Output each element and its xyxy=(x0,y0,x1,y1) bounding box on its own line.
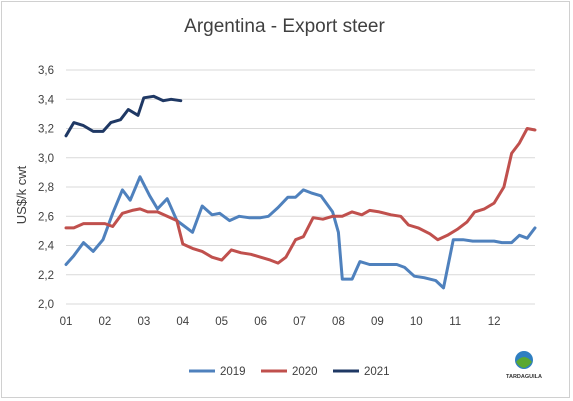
x-tick-label: 09 xyxy=(371,316,384,328)
y-axis-label: US$/k cwt xyxy=(14,165,29,224)
y-tick-label: 2,4 xyxy=(38,241,55,253)
x-tick-label: 04 xyxy=(176,316,189,328)
legend-item-2019: 2019 xyxy=(189,366,246,378)
x-tick-label: 05 xyxy=(215,316,228,328)
y-tick-label: 2,8 xyxy=(38,182,54,194)
series-line-2021 xyxy=(64,94,183,138)
x-tick-label: 11 xyxy=(449,316,461,328)
y-tick-label: 3,4 xyxy=(38,94,55,106)
legend: 2019 2020 2021 xyxy=(189,366,390,378)
x-tick-label: 01 xyxy=(60,316,73,328)
legend-label-2021: 2021 xyxy=(364,366,390,378)
legend-label-2019: 2019 xyxy=(220,366,246,378)
x-tick-label: 06 xyxy=(254,316,267,328)
legend-label-2020: 2020 xyxy=(292,366,318,378)
x-tick-label: 12 xyxy=(488,316,501,328)
legend-item-2021: 2021 xyxy=(333,366,390,378)
logo-text: TARDAGUILA xyxy=(506,374,542,380)
y-tick-label: 2,0 xyxy=(38,299,54,311)
x-tick-label: 02 xyxy=(99,316,112,328)
legend-item-2020: 2020 xyxy=(261,366,318,378)
x-tick-label: 03 xyxy=(137,316,150,328)
series-line-2019 xyxy=(64,175,537,290)
y-tick-label: 2,6 xyxy=(38,211,54,223)
x-tick-label: 08 xyxy=(332,316,345,328)
y-tick-label: 2,2 xyxy=(38,270,54,282)
logo-leaf-icon xyxy=(516,357,532,368)
brand-logo: TARDAGUILA xyxy=(506,351,542,380)
chart-title: Argentina - Export steer xyxy=(184,16,385,37)
x-tick-label: 07 xyxy=(293,316,306,328)
series-lines xyxy=(64,94,537,290)
y-tick-label: 3,2 xyxy=(38,124,54,136)
x-axis-ticks: 01 02 03 04 05 06 07 08 09 10 11 12 xyxy=(60,316,501,328)
y-tick-label: 3,6 xyxy=(38,65,54,77)
y-tick-label: 3,0 xyxy=(38,153,54,165)
x-tick-label: 10 xyxy=(410,316,423,328)
y-axis-ticks: 2,0 2,2 2,4 2,6 2,8 3,0 3,2 3,4 3,6 xyxy=(38,65,55,311)
series-line-2020 xyxy=(64,127,537,265)
